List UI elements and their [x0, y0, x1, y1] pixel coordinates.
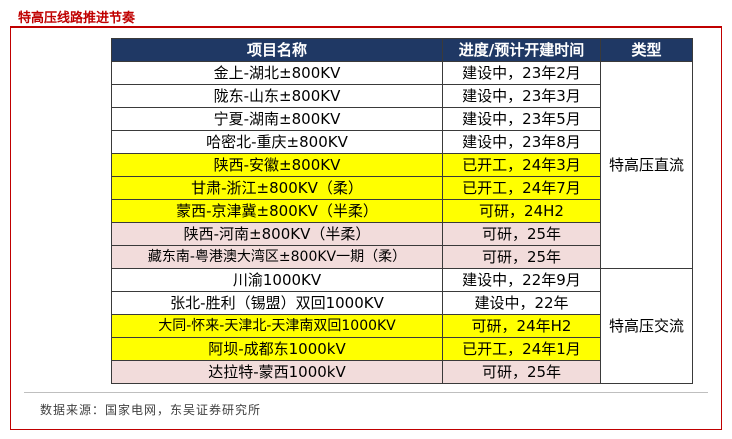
status-cell: 建设中，23年2月 [442, 61, 601, 85]
project-name-cell: 藏东南-粤港澳大湾区±800KV一期（柔） [111, 245, 443, 269]
source-divider [24, 392, 708, 393]
status-cell: 可研，24年H2 [442, 314, 601, 338]
status-cell: 建设中，22年 [442, 291, 601, 315]
status-cell: 可研，25年 [442, 360, 601, 384]
status-cell: 建设中，23年8月 [442, 130, 601, 154]
project-name-cell: 陕西-安徽±800KV [111, 153, 443, 177]
frame-right-rule [721, 26, 722, 430]
table-row: 陕西-安徽±800KV 已开工，24年3月 [111, 153, 693, 177]
source-note: 数据来源：国家电网，东吴证券研究所 [40, 403, 262, 417]
table-row: 张北-胜利（锡盟）双回1000KV 建设中，22年 [111, 291, 693, 315]
status-cell: 已开工，24年3月 [442, 153, 601, 177]
project-name-cell: 金上-湖北±800KV [111, 61, 443, 85]
status-cell: 可研，25年 [442, 245, 601, 269]
project-name-cell: 蒙西-京津冀±800KV（半柔） [111, 199, 443, 223]
table-row: 藏东南-粤港澳大湾区±800KV一期（柔） 可研，25年 [111, 245, 693, 269]
table-row: 大同-怀来-天津北-天津南双回1000KV 可研，24年H2 [111, 314, 693, 338]
status-cell: 建设中，22年9月 [442, 268, 601, 292]
frame-left-rule [10, 26, 11, 430]
frame-bottom-rule [10, 429, 722, 430]
project-name-cell: 川渝1000KV [111, 268, 443, 292]
table-row: 陇东-山东±800KV 建设中，23年3月 [111, 84, 693, 108]
project-name-cell: 甘肃-浙江±800KV（柔） [111, 176, 443, 200]
project-name-cell: 达拉特-蒙西1000kV [111, 360, 443, 384]
project-name-cell: 张北-胜利（锡盟）双回1000KV [111, 291, 443, 315]
table-row: 川渝1000KV 建设中，22年9月 特高压交流 [111, 268, 693, 384]
status-cell: 可研，24H2 [442, 199, 601, 223]
table-row: 达拉特-蒙西1000kV 可研，25年 [111, 360, 693, 384]
project-name-cell: 大同-怀来-天津北-天津南双回1000KV [111, 314, 443, 338]
header-type: 类型 [600, 38, 693, 62]
project-table: 项目名称 进度/预计开建时间 类型 金上-湖北±800KV 建设中，23年2月 … [111, 38, 693, 384]
project-name-cell: 哈密北-重庆±800KV [111, 130, 443, 154]
table-row: 金上-湖北±800KV 建设中，23年2月 特高压直流 [111, 61, 693, 269]
table-row: 甘肃-浙江±800KV（柔） 已开工，24年7月 [111, 176, 693, 200]
header-project-name: 项目名称 [111, 38, 443, 62]
project-name-cell: 阿坝-成都东1000kV [111, 337, 443, 361]
type-cell-ac: 特高压交流 [600, 268, 693, 384]
table-row: 宁夏-湖南±800KV 建设中，23年5月 [111, 107, 693, 131]
status-cell: 建设中，23年3月 [442, 84, 601, 108]
status-cell: 可研，25年 [442, 222, 601, 246]
status-cell: 已开工，24年1月 [442, 337, 601, 361]
status-cell: 建设中，23年5月 [442, 107, 601, 131]
table-row: 阿坝-成都东1000kV 已开工，24年1月 [111, 337, 693, 361]
type-cell-dc: 特高压直流 [600, 61, 693, 269]
table-header-row: 项目名称 进度/预计开建时间 类型 [111, 38, 693, 62]
project-name-cell: 陕西-河南±800KV（半柔） [111, 222, 443, 246]
page-title: 特高压线路推进节奏 [18, 11, 136, 26]
table-row: 陕西-河南±800KV（半柔） 可研，25年 [111, 222, 693, 246]
project-name-cell: 陇东-山东±800KV [111, 84, 443, 108]
status-cell: 已开工，24年7月 [442, 176, 601, 200]
frame-top-rule [10, 26, 722, 28]
table-row: 蒙西-京津冀±800KV（半柔） 可研，24H2 [111, 199, 693, 223]
header-status: 进度/预计开建时间 [442, 38, 601, 62]
project-name-cell: 宁夏-湖南±800KV [111, 107, 443, 131]
